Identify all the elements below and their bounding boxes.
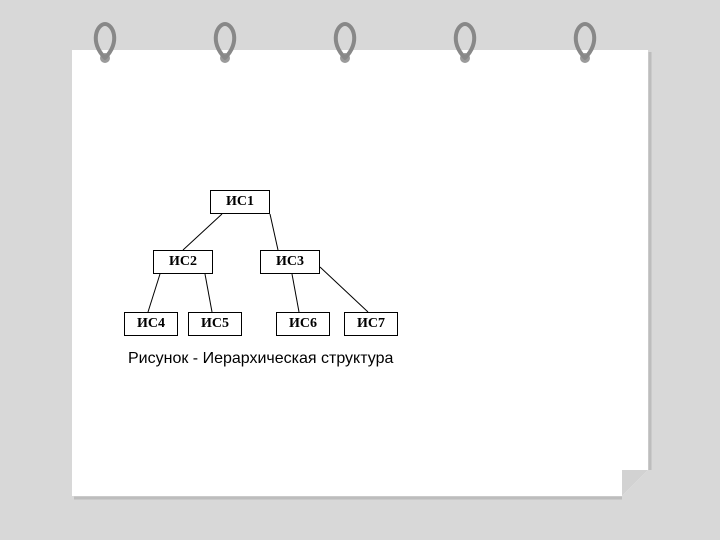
figure-caption: Рисунок - Иерархическая структура: [128, 350, 393, 368]
binder-ring: [91, 22, 119, 62]
binder-ring: [451, 22, 479, 62]
tree-node-n5: ИС5: [188, 312, 242, 336]
tree-node-n2: ИС2: [153, 250, 213, 274]
tree-node-n6: ИС6: [276, 312, 330, 336]
tree-node-n7: ИС7: [344, 312, 398, 336]
binder-ring: [211, 22, 239, 62]
tree-node-n1: ИС1: [210, 190, 270, 214]
binder-ring: [571, 22, 599, 62]
binder-ring: [331, 22, 359, 62]
tree-node-n3: ИС3: [260, 250, 320, 274]
tree-node-n4: ИС4: [124, 312, 178, 336]
stage: ИС1 ИС2 ИС3 ИС4 ИС5 ИС6 ИС7 Рисунок - Иерархич…: [0, 0, 720, 540]
